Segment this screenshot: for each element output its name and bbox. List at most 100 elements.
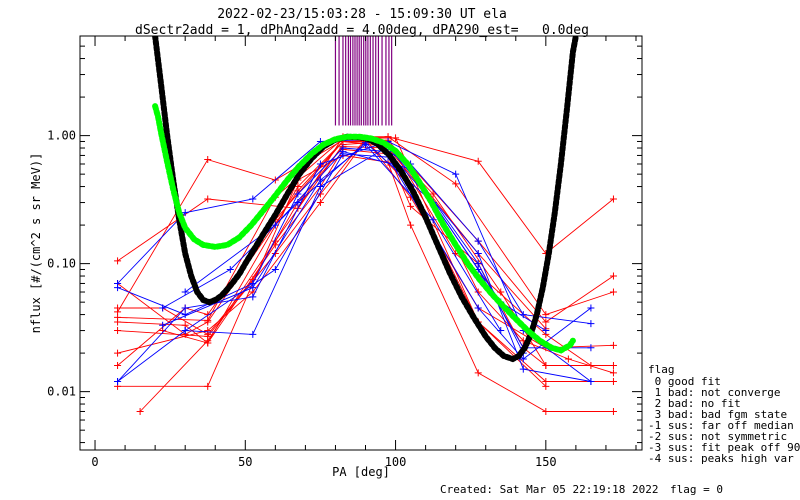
created-timestamp: Created: Sat Mar 05 22:19:18 2022 [440, 483, 659, 496]
data-point-marker [114, 327, 122, 335]
data-point-marker [609, 341, 617, 349]
data-point-marker [474, 249, 482, 257]
data-point-marker [249, 195, 257, 203]
data-point-marker [587, 304, 595, 312]
data-point-marker [542, 407, 550, 415]
data-point-marker [114, 257, 122, 265]
data-point-marker [497, 327, 505, 335]
legend-item: 1 bad: not converge [648, 386, 780, 399]
data-point-marker [609, 195, 617, 203]
data-point-marker [452, 180, 460, 188]
data-point-marker [474, 304, 482, 312]
data-point-marker [181, 209, 189, 217]
x-tick-label: 0 [91, 455, 98, 469]
data-point-marker [407, 202, 415, 210]
data-point-marker [204, 332, 212, 340]
x-tick-label: 150 [535, 455, 557, 469]
data-point-marker [249, 330, 257, 338]
legend-title: flag [648, 363, 675, 376]
data-point-marker [114, 313, 122, 321]
data-point-marker [204, 318, 212, 326]
data-point-marker [609, 288, 617, 296]
data-point-marker [159, 304, 167, 312]
data-point-marker [609, 272, 617, 280]
data-point-marker [429, 216, 437, 224]
data-point-marker [181, 288, 189, 296]
data-point-marker [181, 304, 189, 312]
series-line [117, 148, 614, 366]
data-point-marker [564, 355, 572, 363]
data-point-marker [474, 369, 482, 377]
y-tick-label: 0.01 [47, 385, 76, 399]
data-point-marker [587, 377, 595, 385]
data-point-marker [542, 318, 550, 326]
data-point-marker [609, 377, 617, 385]
data-point-marker [339, 148, 347, 156]
data-point-marker [542, 327, 550, 335]
vertical-marker-group [334, 36, 393, 126]
data-point-marker [497, 288, 505, 296]
legend-item: 0 good fit [648, 375, 721, 388]
data-point-marker [519, 365, 527, 373]
axes-group: 0 50 100 150 0.01 0.10 1.00 [47, 36, 642, 469]
y-tick-label: 0.10 [47, 257, 76, 271]
data-point-marker [519, 355, 527, 363]
data-point-marker [609, 407, 617, 415]
data-point-marker [114, 284, 122, 292]
data-point-marker [474, 260, 482, 268]
data-point-marker [542, 362, 550, 370]
data-point-marker [114, 377, 122, 385]
legend-item: 3 bad: bad fgm state [648, 408, 787, 421]
data-point-marker [429, 190, 437, 198]
plot-frame [79, 35, 643, 451]
data-point-marker [204, 382, 212, 390]
data-point-marker [114, 349, 122, 357]
legend-item: -4 sus: peaks high var [648, 452, 794, 465]
data-point-marker [181, 327, 189, 335]
data-point-marker [294, 190, 302, 198]
y-axis-label: nflux [#/(cm^2 s sr MeV)] [29, 153, 43, 334]
legend-item: -3 sus: fit peak off 90 [648, 441, 800, 454]
data-point-marker [136, 407, 144, 415]
data-point-marker [204, 195, 212, 203]
data-point-marker [542, 311, 550, 319]
chart-title-line2: dSectr2add = 1, dPhAng2add = 4.00deg, dP… [135, 23, 589, 38]
legend-item: 2 bad: no fit [648, 397, 741, 410]
data-point-marker [249, 293, 257, 301]
data-point-marker [316, 183, 324, 191]
data-point-marker [609, 369, 617, 377]
chart-title-line1: 2022-02-23/15:03:28 - 15:09:30 UT ela [217, 7, 507, 22]
data-point-marker [204, 327, 212, 335]
data-point-marker [294, 199, 302, 207]
y-tick-label: 1.00 [47, 129, 76, 143]
data-point-marker [587, 320, 595, 328]
x-tick-label: 50 [238, 455, 252, 469]
data-point-marker [316, 160, 324, 168]
legend-item: -2 sus: not symmetric [648, 430, 787, 443]
flag-status: flag = 0 [670, 483, 723, 496]
data-point-marker [226, 265, 234, 273]
data-point-marker [474, 237, 482, 245]
legend-item: -1 sus: far off median [648, 419, 794, 432]
data-point-marker [114, 362, 122, 370]
data-point-marker [294, 183, 302, 191]
data-point-marker [204, 156, 212, 164]
data-point-marker [609, 362, 617, 370]
x-tick-label: 100 [385, 455, 407, 469]
data-point-marker [159, 321, 167, 329]
data-point-marker [474, 157, 482, 165]
x-axis-label: PA [deg] [332, 465, 390, 479]
flag-legend: flag 0 good fit 1 bad: not converge 2 ba… [648, 363, 800, 465]
data-point-marker [542, 377, 550, 385]
data-point-marker [407, 221, 415, 229]
data-point-marker [316, 199, 324, 207]
data-point-marker [392, 134, 400, 142]
fit-curves-group [152, 36, 579, 363]
data-point-marker [204, 339, 212, 347]
data-point-marker [204, 311, 212, 319]
data-point-marker [452, 170, 460, 178]
data-point-marker [587, 362, 595, 370]
series-line [117, 139, 547, 387]
data-point-marker [271, 265, 279, 273]
